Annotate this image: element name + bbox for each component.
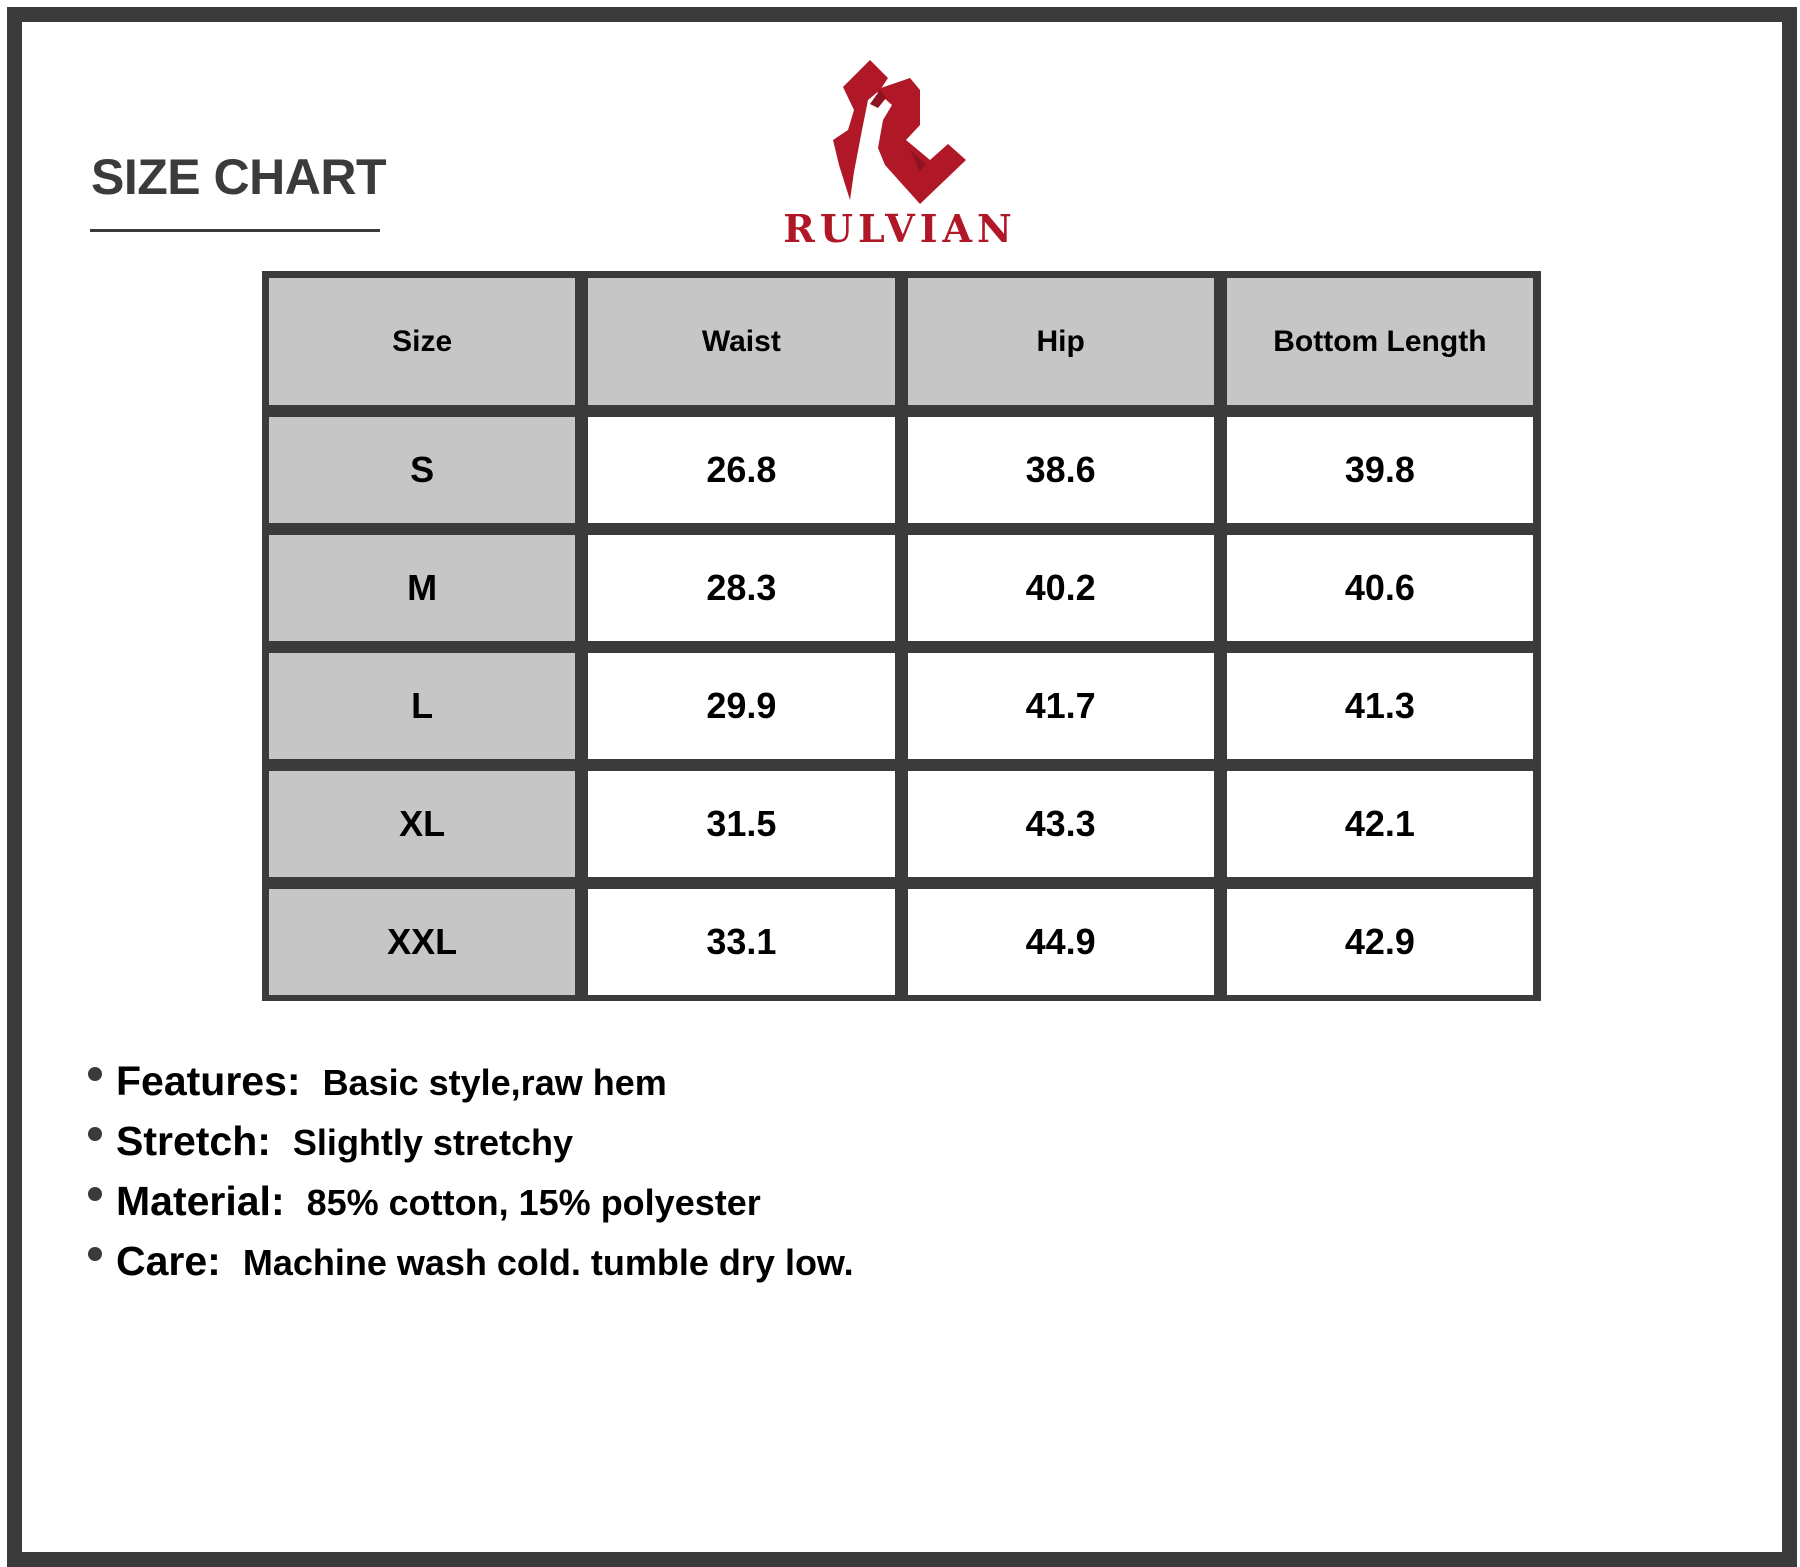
table-cell: 41.3: [1226, 653, 1533, 759]
table-cell: 43.3: [907, 771, 1214, 877]
size-table: Size Waist Hip Bottom Length S 26.8 38.6…: [262, 271, 1541, 1001]
bullet-icon: [88, 1187, 102, 1201]
column-header: Waist: [588, 278, 895, 405]
detail-label: Stretch:: [116, 1118, 271, 1164]
table-cell: 44.9: [907, 889, 1214, 995]
table-cell: 26.8: [588, 417, 895, 523]
bullet-icon: [88, 1127, 102, 1141]
detail-features: Features: Basic style,raw hem: [88, 1058, 854, 1118]
detail-material: Material: 85% cotton, 15% polyester: [88, 1178, 854, 1238]
table-cell: 42.9: [1226, 889, 1533, 995]
detail-label: Care:: [116, 1238, 221, 1284]
table-cell: 28.3: [588, 535, 895, 641]
size-cell: XXL: [269, 889, 576, 995]
size-cell: L: [269, 653, 576, 759]
detail-value: 85% cotton, 15% polyester: [306, 1182, 761, 1223]
table-cell: 42.1: [1226, 771, 1533, 877]
page-title: SIZE CHART: [91, 149, 387, 205]
detail-value: Basic style,raw hem: [322, 1062, 667, 1103]
table-cell: 39.8: [1226, 417, 1533, 523]
size-cell: S: [269, 417, 576, 523]
r-mark-icon: [833, 60, 966, 204]
detail-care: Care: Machine wash cold. tumble dry low.: [88, 1238, 854, 1298]
column-header: Size: [269, 278, 576, 405]
product-details: Features: Basic style,raw hem Stretch: S…: [88, 1058, 854, 1298]
table-cell: 31.5: [588, 771, 895, 877]
detail-label: Material:: [116, 1178, 285, 1224]
brand-logo: RULVIAN: [770, 60, 1030, 251]
table-cell: 40.2: [907, 535, 1214, 641]
size-cell: XL: [269, 771, 576, 877]
brand-name: RULVIAN: [783, 206, 1017, 251]
table-cell: 33.1: [588, 889, 895, 995]
bullet-icon: [88, 1067, 102, 1081]
detail-stretch: Stretch: Slightly stretchy: [88, 1118, 854, 1178]
table-cell: 41.7: [907, 653, 1214, 759]
detail-value: Machine wash cold. tumble dry low.: [242, 1242, 854, 1283]
title-underline: [90, 229, 380, 232]
table-cell: 40.6: [1226, 535, 1533, 641]
column-header: Bottom Length: [1226, 278, 1533, 405]
detail-label: Features:: [116, 1058, 301, 1104]
bullet-icon: [88, 1247, 102, 1261]
table-cell: 38.6: [907, 417, 1214, 523]
size-cell: M: [269, 535, 576, 641]
column-header: Hip: [907, 278, 1214, 405]
table-cell: 29.9: [588, 653, 895, 759]
detail-value: Slightly stretchy: [292, 1122, 573, 1163]
